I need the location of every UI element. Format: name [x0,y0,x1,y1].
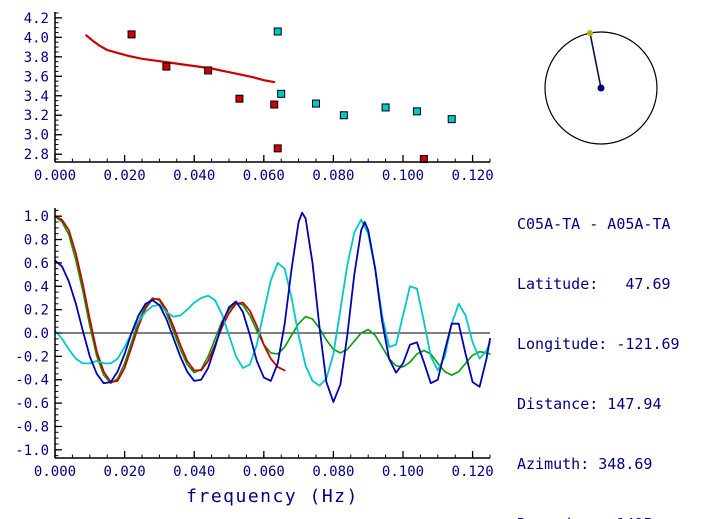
y-tick-label: 4.2 [24,11,49,27]
distance-line: Distance: 147.94 [517,395,662,413]
marker-red-observations [270,100,279,109]
marker-cyan-observations [339,111,348,120]
y-tick-label: 3.2 [24,108,49,124]
series-red-trace [54,215,286,383]
marker-red-observations [235,94,244,103]
marker-cyan-observations [412,107,421,116]
azimuth-line-segment [589,32,602,89]
series-cyan-trace [54,218,491,387]
marker-red-observations [162,62,171,71]
marker-red-observations [273,144,282,153]
y-tick-label: -0.4 [15,373,49,389]
x-tick-label: 0.040 [173,464,215,480]
marker-red-observations [127,30,136,39]
marker-cyan-observations [273,27,282,36]
marker-cyan-observations [381,103,390,112]
x-tick-label: 0.060 [243,168,285,183]
x-tick-label: 0.080 [312,168,354,183]
x-tick-label: 0.020 [104,168,146,183]
station-info-panel: C05A-TA - A05A-TA Latitude: 47.69 Longit… [517,174,680,519]
azimuth-circle [544,31,658,145]
y-tick-label: 1.0 [24,209,49,225]
phase-velocity-chart: 0.000 0.020 0.040 0.060 0.080 0.100 0.120 2.8 3.… [24,11,494,183]
longitude-line: Longitude: -121.69 [517,335,680,353]
marker-cyan-observations [447,115,456,124]
y-tick-label: 4.0 [24,30,49,46]
y-tick-label: 0.6 [24,256,49,272]
station-pair: C05A-TA - A05A-TA [517,215,671,233]
y-tick-label: 3.8 [24,50,49,66]
marker-cyan-observations [277,89,286,98]
x-tick-label: 0.040 [173,168,215,183]
y-tick-label: 0.2 [24,303,49,319]
series-green-trace [54,215,491,384]
series-predicted-curve [85,34,276,84]
latitude-line: Latitude: 47.69 [517,275,671,293]
y-tick-label: 3.4 [24,89,49,105]
y-tick-label: 3.0 [24,128,49,144]
records-line: Records: 1495 [517,514,680,519]
azimuth-line: Azimuth: 348.69 [517,455,653,473]
x-tick-label: 0.120 [452,168,494,183]
x-tick-label: 0.000 [34,168,76,183]
marker-cyan-observations [312,99,320,108]
y-tick-label: 0.0 [24,326,49,342]
y-tick-label: -0.6 [15,396,49,412]
y-tick-label: 0.4 [24,279,49,295]
x-tick-label: 0.000 [34,464,76,480]
x-axis-title: frequency (Hz) [186,486,359,507]
y-tick-label: -1.0 [15,443,49,459]
remote-station-dot [587,30,594,37]
series-navy-trace [54,211,491,403]
x-tick-label: 0.100 [382,168,424,183]
marker-red-observations [204,66,213,75]
x-tick-label: 0.100 [382,464,424,480]
y-tick-label: 0.8 [24,233,49,249]
x-tick-label: 0.120 [452,464,494,480]
y-tick-label: 3.6 [24,69,49,85]
y-tick-label: -0.2 [15,349,49,365]
x-tick-label: 0.080 [312,464,354,480]
x-tick-label: 0.060 [243,464,285,480]
x-tick-label: 0.020 [104,464,146,480]
great-circle-azimuth-panel [544,30,658,145]
cross-spectra-chart: 0.000 0.020 0.040 0.060 0.080 0.100 0.120 -1.0 -… [15,208,494,507]
y-tick-label: 2.8 [24,147,49,163]
center-station-dot [597,84,605,92]
y-tick-label: -0.8 [15,419,49,435]
